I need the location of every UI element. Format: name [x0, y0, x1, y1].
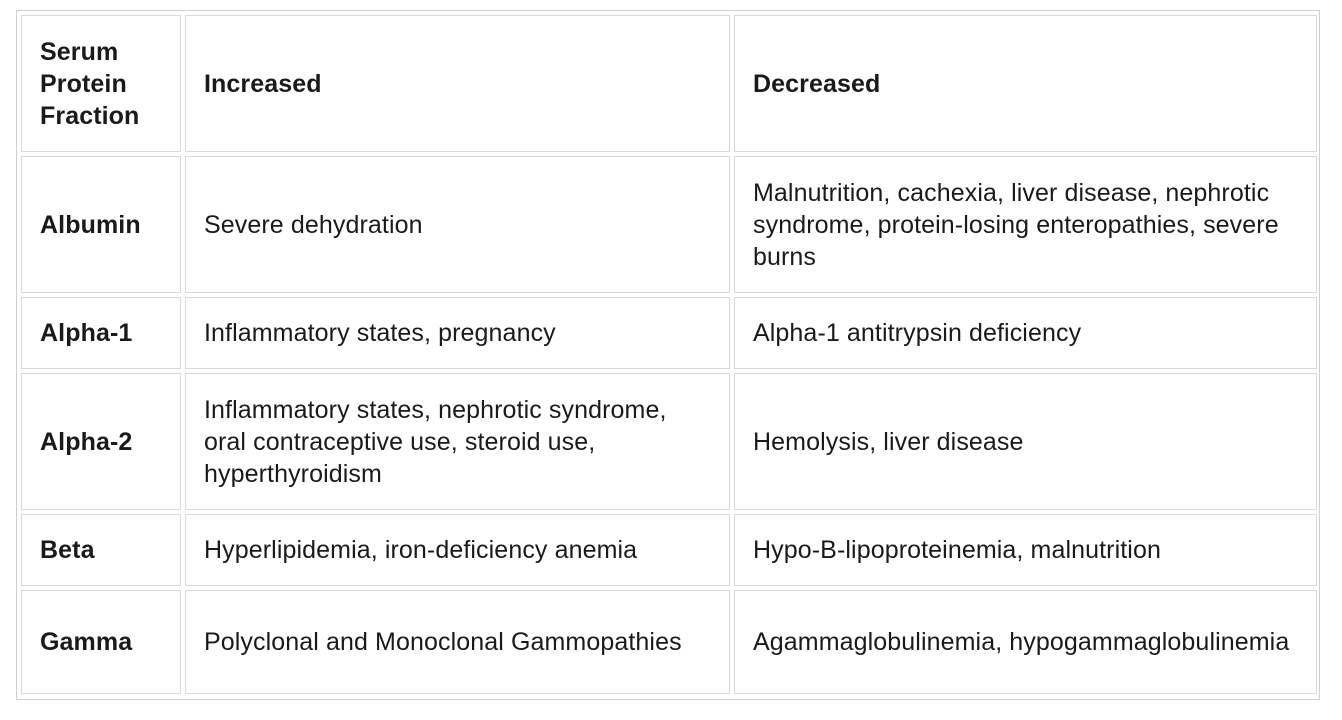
row-decreased-alpha-2: Hemolysis, liver disease — [734, 373, 1317, 510]
row-decreased-alpha-1: Alpha-1 antitrypsin deficiency — [734, 297, 1317, 369]
row-increased-albumin: Severe dehydration — [185, 156, 730, 293]
table-row: Beta Hyperlipidemia, iron-deficiency ane… — [21, 514, 1317, 586]
row-increased-beta: Hyperlipidemia, iron-deficiency anemia — [185, 514, 730, 586]
row-fraction-gamma: Gamma — [21, 590, 181, 694]
table-row: Albumin Severe dehydration Malnutrition,… — [21, 156, 1317, 293]
header-fraction: Serum Protein Fraction — [21, 15, 181, 152]
serum-protein-table: Serum Protein Fraction Increased Decreas… — [17, 11, 1321, 698]
table-header-row: Serum Protein Fraction Increased Decreas… — [21, 15, 1317, 152]
table-row: Gamma Polyclonal and Monoclonal Gammopat… — [21, 590, 1317, 694]
table-frame: Serum Protein Fraction Increased Decreas… — [16, 10, 1320, 700]
row-increased-alpha-1: Inflammatory states, pregnancy — [185, 297, 730, 369]
row-decreased-albumin: Malnutrition, cachexia, liver disease, n… — [734, 156, 1317, 293]
header-increased: Increased — [185, 15, 730, 152]
row-fraction-alpha-2: Alpha-2 — [21, 373, 181, 510]
row-fraction-alpha-1: Alpha-1 — [21, 297, 181, 369]
row-increased-alpha-2: Inflammatory states, nephrotic syndrome,… — [185, 373, 730, 510]
header-decreased: Decreased — [734, 15, 1317, 152]
row-fraction-beta: Beta — [21, 514, 181, 586]
row-increased-gamma: Polyclonal and Monoclonal Gammopathies — [185, 590, 730, 694]
row-decreased-beta: Hypo-B-lipoproteinemia, malnutrition — [734, 514, 1317, 586]
row-fraction-albumin: Albumin — [21, 156, 181, 293]
table-row: Alpha-1 Inflammatory states, pregnancy A… — [21, 297, 1317, 369]
row-decreased-gamma: Agammaglobulinemia, hypogammaglobulinemi… — [734, 590, 1317, 694]
table-row: Alpha-2 Inflammatory states, nephrotic s… — [21, 373, 1317, 510]
